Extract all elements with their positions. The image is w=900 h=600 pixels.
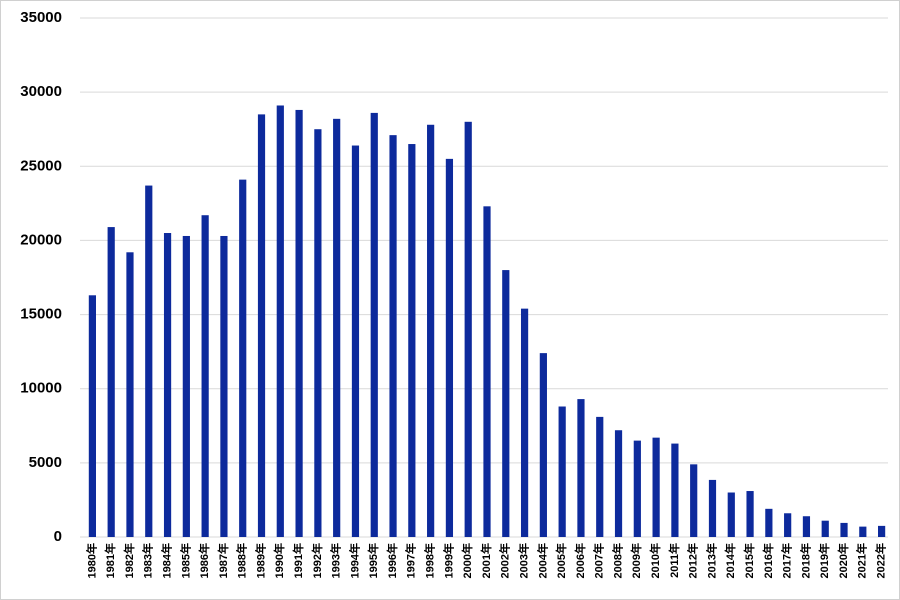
bar [464,121,472,538]
x-tick-label: 2009年 [629,543,643,578]
bar [182,235,190,538]
x-tick-label: 2006年 [573,543,587,578]
bar [614,430,623,537]
bar [333,118,341,537]
x-tick-label: 1998年 [423,543,437,578]
bar [389,135,397,537]
bar [107,227,115,537]
x-tick-label: 2015年 [742,543,756,578]
bar [314,129,322,537]
x-tick-label: 2013年 [704,543,718,578]
bar [539,353,547,537]
bar [784,513,792,537]
x-tick-label: 1981年 [103,543,117,578]
x-tick-label: 2005年 [554,543,568,578]
x-tick-label: 2002年 [498,543,512,578]
bar [878,525,886,537]
bar [126,252,134,537]
bar [727,492,735,537]
bar [445,158,454,537]
x-tick-label: 2004年 [535,543,549,578]
x-tick-label: 2012年 [686,543,700,578]
bar [257,114,266,537]
x-tick-label: 1988年 [235,543,249,578]
bar [859,526,867,537]
x-tick-label: 1995年 [366,543,380,578]
bar [690,464,698,537]
bar [239,179,247,538]
x-tick-label: 1991年 [291,543,305,578]
x-tick-label: 1983年 [141,543,155,578]
bar [671,443,679,537]
y-tick-label: 20000 [20,231,62,248]
bar [520,308,529,537]
y-tick-label: 25000 [20,157,62,174]
bar [163,233,172,537]
x-tick-label: 2021年 [855,543,869,578]
bar [765,508,773,537]
x-tick-label: 2020年 [836,543,850,578]
x-tick-label: 1987年 [216,543,230,578]
x-tick-label: 2022年 [874,543,888,578]
x-tick-label: 2007年 [592,543,606,578]
bar [633,440,641,537]
bar [746,491,754,537]
x-tick-label: 1993年 [329,543,343,578]
x-tick-label: 1996年 [385,543,399,578]
bar [483,206,491,537]
x-tick-label: 2010年 [648,543,662,578]
bar [220,235,228,538]
x-tick-label: 1989年 [253,543,267,578]
bar [596,416,604,537]
bar [502,270,510,537]
bar [370,112,378,537]
x-tick-label: 2014年 [723,543,737,578]
x-tick-label: 1984年 [159,543,173,578]
bar [577,399,585,537]
bar [145,185,153,537]
bar [201,215,209,537]
x-tick-label: 2017年 [780,543,794,578]
y-tick-label: 15000 [20,306,62,323]
x-tick-label: 2000年 [460,543,474,578]
x-tick-label: 1986年 [197,543,211,578]
x-tick-label: 2001年 [479,543,493,578]
x-tick-label: 1990年 [272,543,286,578]
x-tick-label: 2011年 [667,543,681,578]
x-tick-label: 2003年 [516,543,530,578]
y-tick-label: 35000 [20,9,62,26]
y-tick-label: 10000 [20,380,62,397]
bar [408,144,416,538]
x-tick-label: 1985年 [178,543,192,578]
y-tick-label: 30000 [20,83,62,100]
bar [821,520,829,537]
bar [652,437,660,537]
x-tick-label: 1982年 [122,543,136,578]
bar [840,522,848,537]
y-tick-label: 5000 [29,454,62,471]
x-tick-label: 2019年 [817,543,831,578]
bar [558,406,566,537]
x-tick-label: 1980年 [84,543,98,578]
x-tick-label: 1997年 [404,543,418,578]
x-tick-label: 1994年 [347,543,361,578]
x-tick-label: 2018年 [798,543,812,578]
bar [427,124,435,537]
bar [708,479,717,537]
bar [295,109,303,538]
x-tick-label: 2008年 [610,543,624,578]
bar [351,145,360,538]
bar [276,105,284,537]
x-tick-label: 1992年 [310,543,324,578]
y-tick-label: 0 [54,528,62,545]
x-tick-label: 1999年 [441,543,455,578]
x-tick-label: 2016年 [761,543,775,578]
bar [802,516,811,537]
bar [88,295,96,537]
